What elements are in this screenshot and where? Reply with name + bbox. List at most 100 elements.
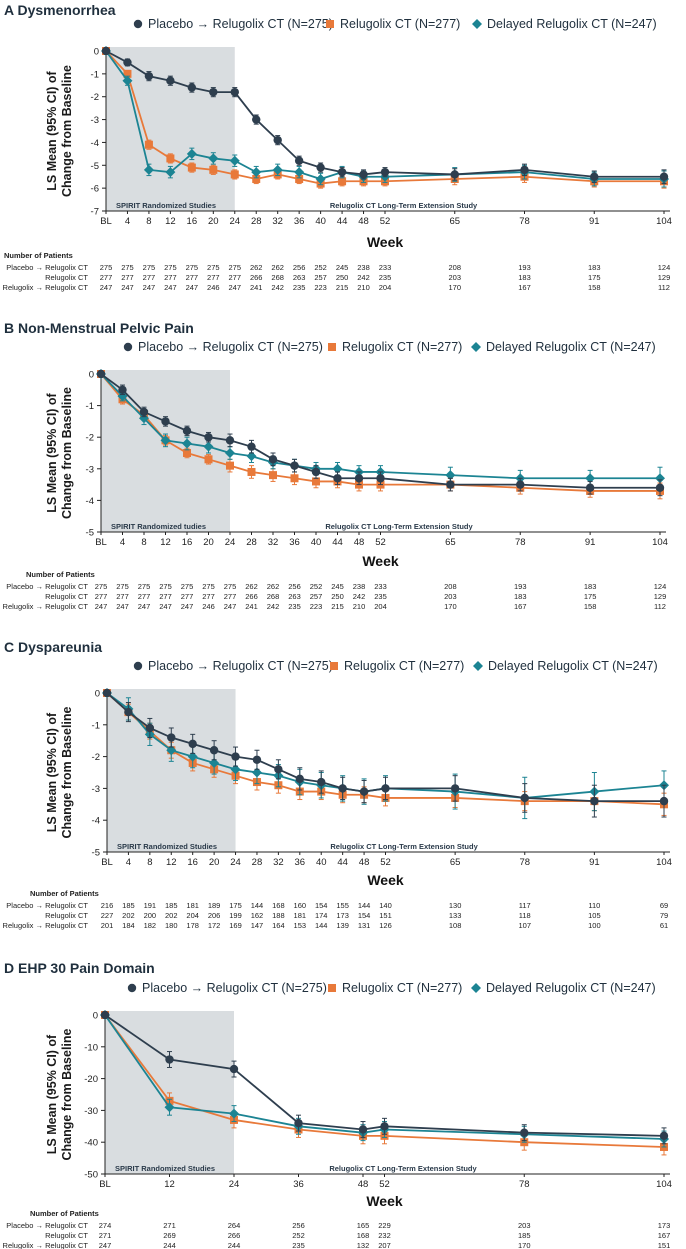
- data-point-placebo: [139, 407, 149, 417]
- patients-header: Number of Patients: [26, 570, 95, 579]
- data-point-placebo: [96, 369, 106, 379]
- data-point-placebo: [585, 483, 595, 492]
- y-tick-label: -1: [91, 69, 99, 80]
- x-tick-label: 8: [146, 216, 151, 227]
- patients-count: 207: [378, 1241, 391, 1249]
- patients-count: 266: [245, 592, 258, 601]
- patients-count: 175: [588, 273, 601, 282]
- patients-row-label: Relugolix CT: [45, 911, 88, 920]
- patients-table: Number of Patients Placebo → Relugolix CT…: [3, 251, 671, 292]
- patients-row-label: Relugolix CT: [45, 273, 88, 282]
- patients-count: 277: [164, 273, 177, 282]
- patients-table: Number of Patients Placebo → Relugolix CT…: [3, 1209, 671, 1249]
- chart-title: A Dysmenorrhea: [4, 2, 116, 18]
- data-point-delayed: [186, 148, 197, 159]
- chart-title: D EHP 30 Pain Domain: [4, 960, 155, 976]
- patients-count: 144: [358, 901, 371, 910]
- data-point-placebo: [354, 474, 364, 483]
- data-point-placebo: [358, 1125, 368, 1134]
- y-axis-title-line: Change from Baseline: [60, 706, 74, 838]
- legend-marker-relugolix: [330, 662, 338, 670]
- patients-count: 247: [95, 602, 108, 611]
- patients-count: 208: [448, 263, 461, 272]
- patients-count: 275: [143, 263, 156, 272]
- data-point-placebo: [317, 777, 326, 787]
- patients-count: 277: [95, 592, 108, 601]
- data-point-placebo: [311, 467, 321, 477]
- data-point-placebo: [359, 170, 368, 179]
- chart-title: B Non-Menstrual Pelvic Pain: [4, 320, 194, 336]
- patients-count: 124: [658, 263, 671, 272]
- patients-count: 132: [357, 1241, 370, 1249]
- series-line-delayed: [104, 1014, 665, 1140]
- patients-count: 210: [353, 602, 366, 611]
- data-point-placebo: [102, 688, 112, 698]
- data-point-delayed: [251, 767, 262, 778]
- data-point-delayed: [230, 764, 241, 775]
- patients-count: 129: [654, 592, 667, 601]
- patients-row-label: Relugolix → Relugolix CT: [3, 283, 89, 292]
- x-tick-label: 32: [272, 216, 283, 227]
- patients-count: 277: [202, 592, 215, 601]
- y-tick-label: -4: [86, 496, 94, 507]
- patients-count: 124: [654, 582, 667, 591]
- patients-count: 203: [444, 592, 457, 601]
- y-tick-label: -10: [84, 1042, 98, 1053]
- legend-marker-relugolix: [328, 343, 336, 351]
- patients-count: 180: [165, 921, 178, 930]
- y-tick-label: -6: [91, 184, 99, 195]
- data-point-placebo: [124, 707, 133, 717]
- data-point-placebo: [231, 752, 240, 761]
- patients-count: 175: [229, 901, 242, 910]
- y-axis-title-line: Change from Baseline: [60, 1028, 74, 1160]
- data-point-placebo: [333, 474, 342, 483]
- data-point-placebo: [167, 733, 176, 742]
- patients-count: 189: [208, 901, 221, 910]
- patients-count: 201: [101, 921, 114, 930]
- legend-label-delayed: Delayed Relugolix CT (N=247): [488, 659, 658, 673]
- zone-label-randomized: SPIRIT Randomized Studies: [117, 842, 217, 851]
- x-tick-label: 78: [519, 1179, 530, 1190]
- data-point-placebo: [520, 165, 529, 175]
- patients-count: 256: [292, 1221, 305, 1230]
- y-axis-title: LS Mean (95% CI) ofChange from Baseline: [45, 387, 74, 519]
- y-tick-label: -2: [92, 752, 100, 763]
- zone-label-randomized: SPIRIT Randomized tudies: [111, 522, 206, 531]
- y-axis-title-line: LS Mean (95% CI) of: [45, 70, 59, 190]
- patients-row-label: Placebo → Relugolix CT: [6, 901, 88, 910]
- data-point-placebo: [659, 796, 669, 806]
- series-line-delayed: [106, 692, 665, 799]
- data-point-placebo: [655, 483, 665, 492]
- data-point-placebo: [188, 739, 197, 749]
- patients-count: 277: [138, 592, 151, 601]
- x-tick-label: BL: [95, 537, 107, 548]
- patients-count: 169: [229, 921, 242, 930]
- patients-count: 277: [186, 273, 199, 282]
- legend-label-placebo: Placebo → Relugolix CT (N=275): [148, 659, 333, 673]
- x-tick-label: 36: [289, 537, 300, 548]
- patients-count: 117: [519, 901, 531, 910]
- patients-count: 133: [449, 911, 462, 920]
- data-point-delayed: [251, 167, 262, 178]
- patients-count: 277: [121, 273, 134, 282]
- patients-count: 250: [336, 273, 349, 282]
- patients-count: 158: [584, 602, 597, 611]
- patients-count: 112: [654, 602, 666, 611]
- data-point-placebo: [101, 46, 111, 56]
- y-tick-label: -3: [91, 115, 99, 126]
- y-tick-label: -2: [91, 92, 99, 103]
- patients-count: 266: [228, 1231, 241, 1240]
- data-point-placebo: [450, 170, 459, 179]
- series-line-placebo: [104, 1014, 665, 1137]
- patients-count: 144: [251, 901, 264, 910]
- patients-count: 126: [379, 921, 392, 930]
- x-tick-label: 12: [165, 216, 176, 227]
- data-point-placebo: [187, 83, 197, 92]
- patients-count: 277: [159, 592, 172, 601]
- data-point-placebo: [359, 787, 369, 796]
- x-tick-label: 24: [229, 216, 240, 227]
- data-point-placebo: [247, 442, 256, 451]
- patients-count: 275: [116, 582, 129, 591]
- x-tick-label: 44: [337, 857, 348, 868]
